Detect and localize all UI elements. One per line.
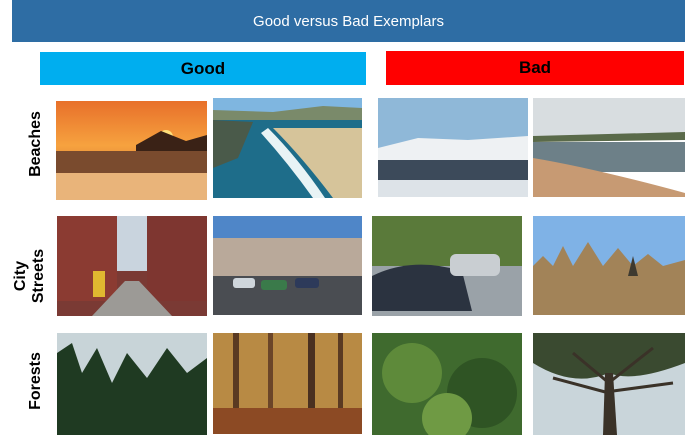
beach-lake-photo xyxy=(533,98,685,197)
forest-tree-canopy-photo xyxy=(533,333,685,435)
forest-autumn-photo xyxy=(213,333,362,434)
good-column-header: Good xyxy=(40,52,366,85)
city-brick-street-photo xyxy=(57,216,207,316)
city-guild-houses-photo xyxy=(533,216,685,315)
bad-column-header: Bad xyxy=(386,51,684,85)
title-banner: Good versus Bad Exemplars xyxy=(12,0,685,42)
good-label: Good xyxy=(180,58,226,78)
city-parked-car-photo xyxy=(372,216,522,316)
row-label-forests: Forests xyxy=(27,352,44,410)
row-label-beaches: Beaches xyxy=(27,111,44,177)
forest-pines-photo xyxy=(57,333,207,435)
beach-snowy-shore-photo xyxy=(378,98,528,197)
forest-garden-photo xyxy=(372,333,522,435)
city-plaza-photo xyxy=(213,216,362,315)
title-text: Good versus Bad Exemplars xyxy=(253,12,444,30)
bad-label: Bad xyxy=(518,58,552,77)
beach-coast-photo xyxy=(213,98,362,198)
beach-sunset-photo xyxy=(56,101,207,200)
row-label-city-streets: City Streets xyxy=(12,248,47,304)
